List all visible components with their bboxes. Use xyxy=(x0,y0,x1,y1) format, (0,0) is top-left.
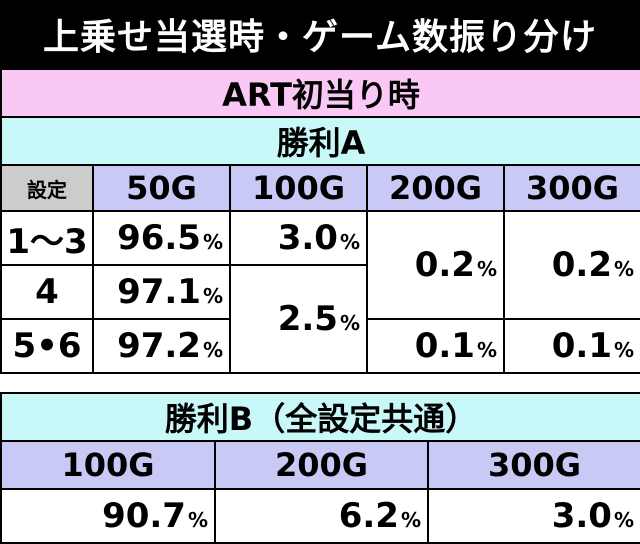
cell-4-6-100g: 2.5% xyxy=(229,264,368,374)
section-gap xyxy=(0,378,640,392)
win-b-cell-200g: 6.2% xyxy=(214,488,429,544)
page-title: 上乗せ当選時・ゲーム数振り分け xyxy=(0,0,640,68)
win-b-col-200g: 200G xyxy=(214,440,429,490)
cell-1-3-50g: 96.5% xyxy=(92,210,231,266)
col-header-300g: 300G xyxy=(502,164,640,212)
cell-1-4-300g: 0.2% xyxy=(502,210,640,320)
cell-4-50g: 97.1% xyxy=(92,264,231,320)
setting-4: 4 xyxy=(0,264,94,320)
win-a-title: 勝利A xyxy=(0,116,640,166)
cell-1-3-100g: 3.0% xyxy=(229,210,368,266)
setting-header: 設定 xyxy=(0,164,94,212)
cell-1-4-200g: 0.2% xyxy=(366,210,505,320)
win-b-col-100g: 100G xyxy=(0,440,216,490)
section-title: ART初当り時 xyxy=(0,68,640,118)
setting-5-6: 5•6 xyxy=(0,318,94,374)
col-header-50g: 50G xyxy=(92,164,231,212)
cell-5-6-200g: 0.1% xyxy=(366,318,505,374)
cell-5-6-50g: 97.2% xyxy=(92,318,231,374)
win-b-cell-100g: 90.7% xyxy=(0,488,216,544)
setting-1-3: 1〜3 xyxy=(0,210,94,266)
win-a-table: ART初当り時 勝利A 設定 50G 100G 200G 300G 1〜3 96… xyxy=(0,68,640,374)
col-header-100g: 100G xyxy=(229,164,368,212)
win-b-col-300g: 300G xyxy=(426,440,640,490)
cell-5-6-300g: 0.1% xyxy=(502,318,640,374)
win-b-table: 勝利B（全設定共通） 100G 200G 300G 90.7% 6.2% 3.0… xyxy=(0,392,640,544)
win-b-title: 勝利B（全設定共通） xyxy=(0,392,640,442)
col-header-200g: 200G xyxy=(366,164,505,212)
win-b-cell-300g: 3.0% xyxy=(426,488,640,544)
